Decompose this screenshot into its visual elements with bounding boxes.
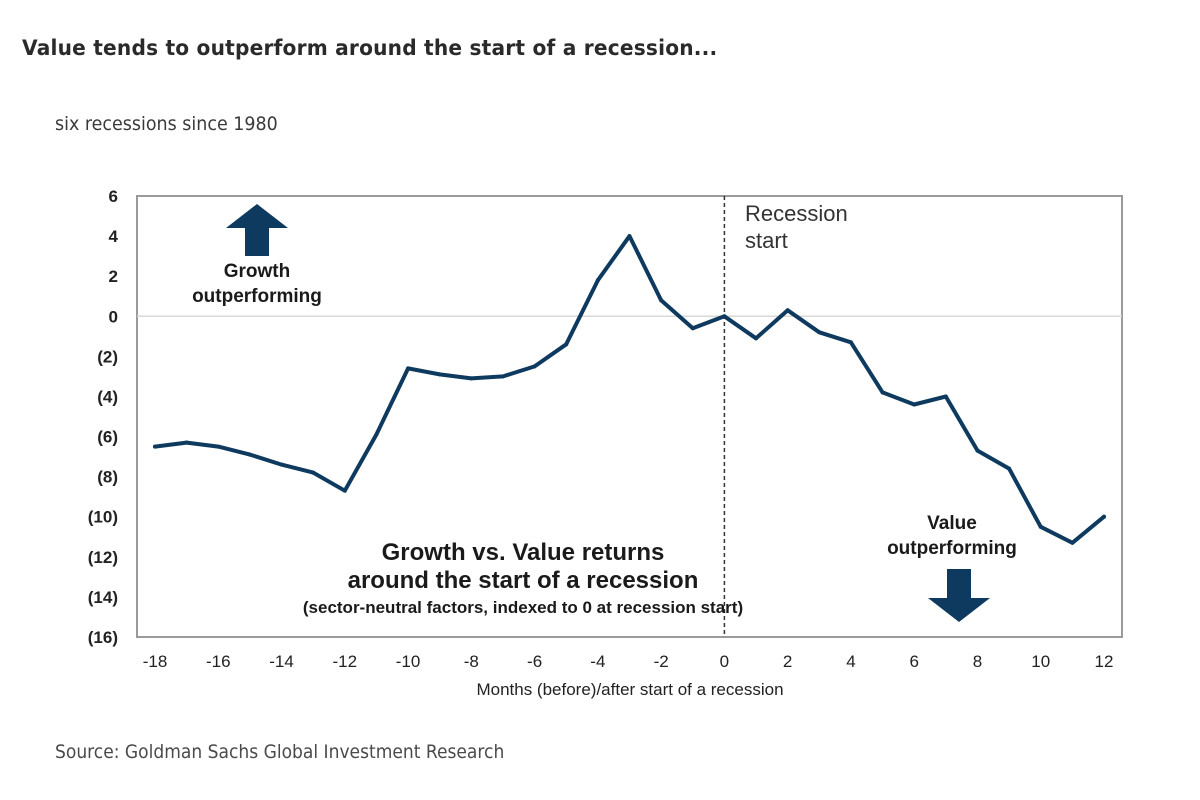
- growth-outperforming-label-2: outperforming: [192, 286, 322, 307]
- y-tick-label: 4: [109, 227, 119, 246]
- chart-subtitle: (sector-neutral factors, indexed to 0 at…: [303, 598, 743, 617]
- data-point: [722, 314, 727, 319]
- y-tick-label: (12): [88, 548, 118, 567]
- data-point: [1038, 524, 1043, 529]
- data-point: [595, 278, 600, 283]
- data-point: [975, 448, 980, 453]
- x-tick-label: 12: [1095, 652, 1114, 671]
- data-point: [912, 402, 917, 407]
- value-outperforming-label-2: outperforming: [887, 538, 1017, 559]
- y-tick-label: 6: [109, 187, 118, 206]
- data-point: [848, 340, 853, 345]
- y-tick-label: (16): [88, 628, 118, 647]
- data-point: [311, 470, 316, 475]
- x-tick-label: -4: [590, 652, 605, 671]
- x-tick-label: 6: [909, 652, 918, 671]
- x-tick-label: -8: [464, 652, 479, 671]
- data-point: [279, 462, 284, 467]
- data-point: [564, 342, 569, 347]
- data-point: [406, 366, 411, 371]
- x-tick-label: 0: [720, 652, 729, 671]
- series-group: [153, 234, 1106, 545]
- y-tick-label: (2): [97, 347, 118, 366]
- chart-title: Growth vs. Value returns: [382, 539, 665, 566]
- data-point: [627, 234, 632, 239]
- y-tick-label: (10): [88, 508, 118, 527]
- data-point: [342, 488, 347, 493]
- data-point: [532, 364, 537, 369]
- value-outperforming-label: Value: [927, 513, 977, 534]
- x-tick-label: 4: [846, 652, 855, 671]
- x-tick-label: 2: [783, 652, 792, 671]
- x-tick-label: 10: [1031, 652, 1050, 671]
- x-axis-label: Months (before)/after start of a recessi…: [476, 680, 783, 699]
- page-title: Value tends to outperform around the sta…: [22, 36, 718, 60]
- page-subtitle: six recessions since 1980: [55, 113, 278, 135]
- y-tick-label: 2: [109, 267, 118, 286]
- y-tick-label: (14): [88, 588, 118, 607]
- x-tick-label: -10: [396, 652, 421, 671]
- y-tick-label: (6): [97, 428, 118, 447]
- recession-start-label: Recession: [745, 201, 848, 226]
- growth-outperforming-label: Growth: [224, 261, 291, 282]
- data-point: [1070, 540, 1075, 545]
- arrow-up-icon: [226, 204, 288, 256]
- data-point: [785, 308, 790, 313]
- x-tick-label: -14: [269, 652, 294, 671]
- data-point: [437, 372, 442, 377]
- data-point: [374, 432, 379, 437]
- data-point: [690, 326, 695, 331]
- y-tick-label: 0: [109, 307, 118, 326]
- x-tick-label: -12: [333, 652, 358, 671]
- data-point: [247, 452, 252, 457]
- data-point: [469, 376, 474, 381]
- data-point: [216, 444, 221, 449]
- x-axis-ticks: -18 -16 -14 -12 -10 -8 -6 -4 -2 0 2 4 6 8 10 12: [143, 652, 1114, 671]
- x-tick-label: -16: [206, 652, 231, 671]
- data-point: [943, 394, 948, 399]
- chart-title-2: around the start of a recession: [348, 567, 699, 594]
- x-tick-label: -2: [654, 652, 669, 671]
- data-point: [1102, 514, 1106, 519]
- recession-start-label-2: start: [745, 228, 788, 253]
- data-point: [1007, 466, 1012, 471]
- arrow-down-icon: [928, 569, 990, 622]
- x-tick-label: -6: [527, 652, 542, 671]
- x-tick-label: -18: [143, 652, 168, 671]
- data-point: [754, 336, 759, 341]
- data-point: [659, 298, 664, 303]
- y-axis-ticks: 6 4 2 0 (2) (4) (6) (8) (10) (12) (14) (16): [88, 187, 119, 647]
- data-point: [817, 330, 822, 335]
- source-note: Source: Goldman Sachs Global Investment …: [55, 741, 505, 763]
- x-tick-label: 8: [973, 652, 982, 671]
- data-point: [880, 390, 885, 395]
- y-tick-label: (4): [97, 387, 118, 406]
- y-tick-label: (8): [97, 468, 118, 487]
- data-point: [500, 374, 505, 379]
- data-point: [153, 444, 157, 449]
- data-point: [184, 440, 189, 445]
